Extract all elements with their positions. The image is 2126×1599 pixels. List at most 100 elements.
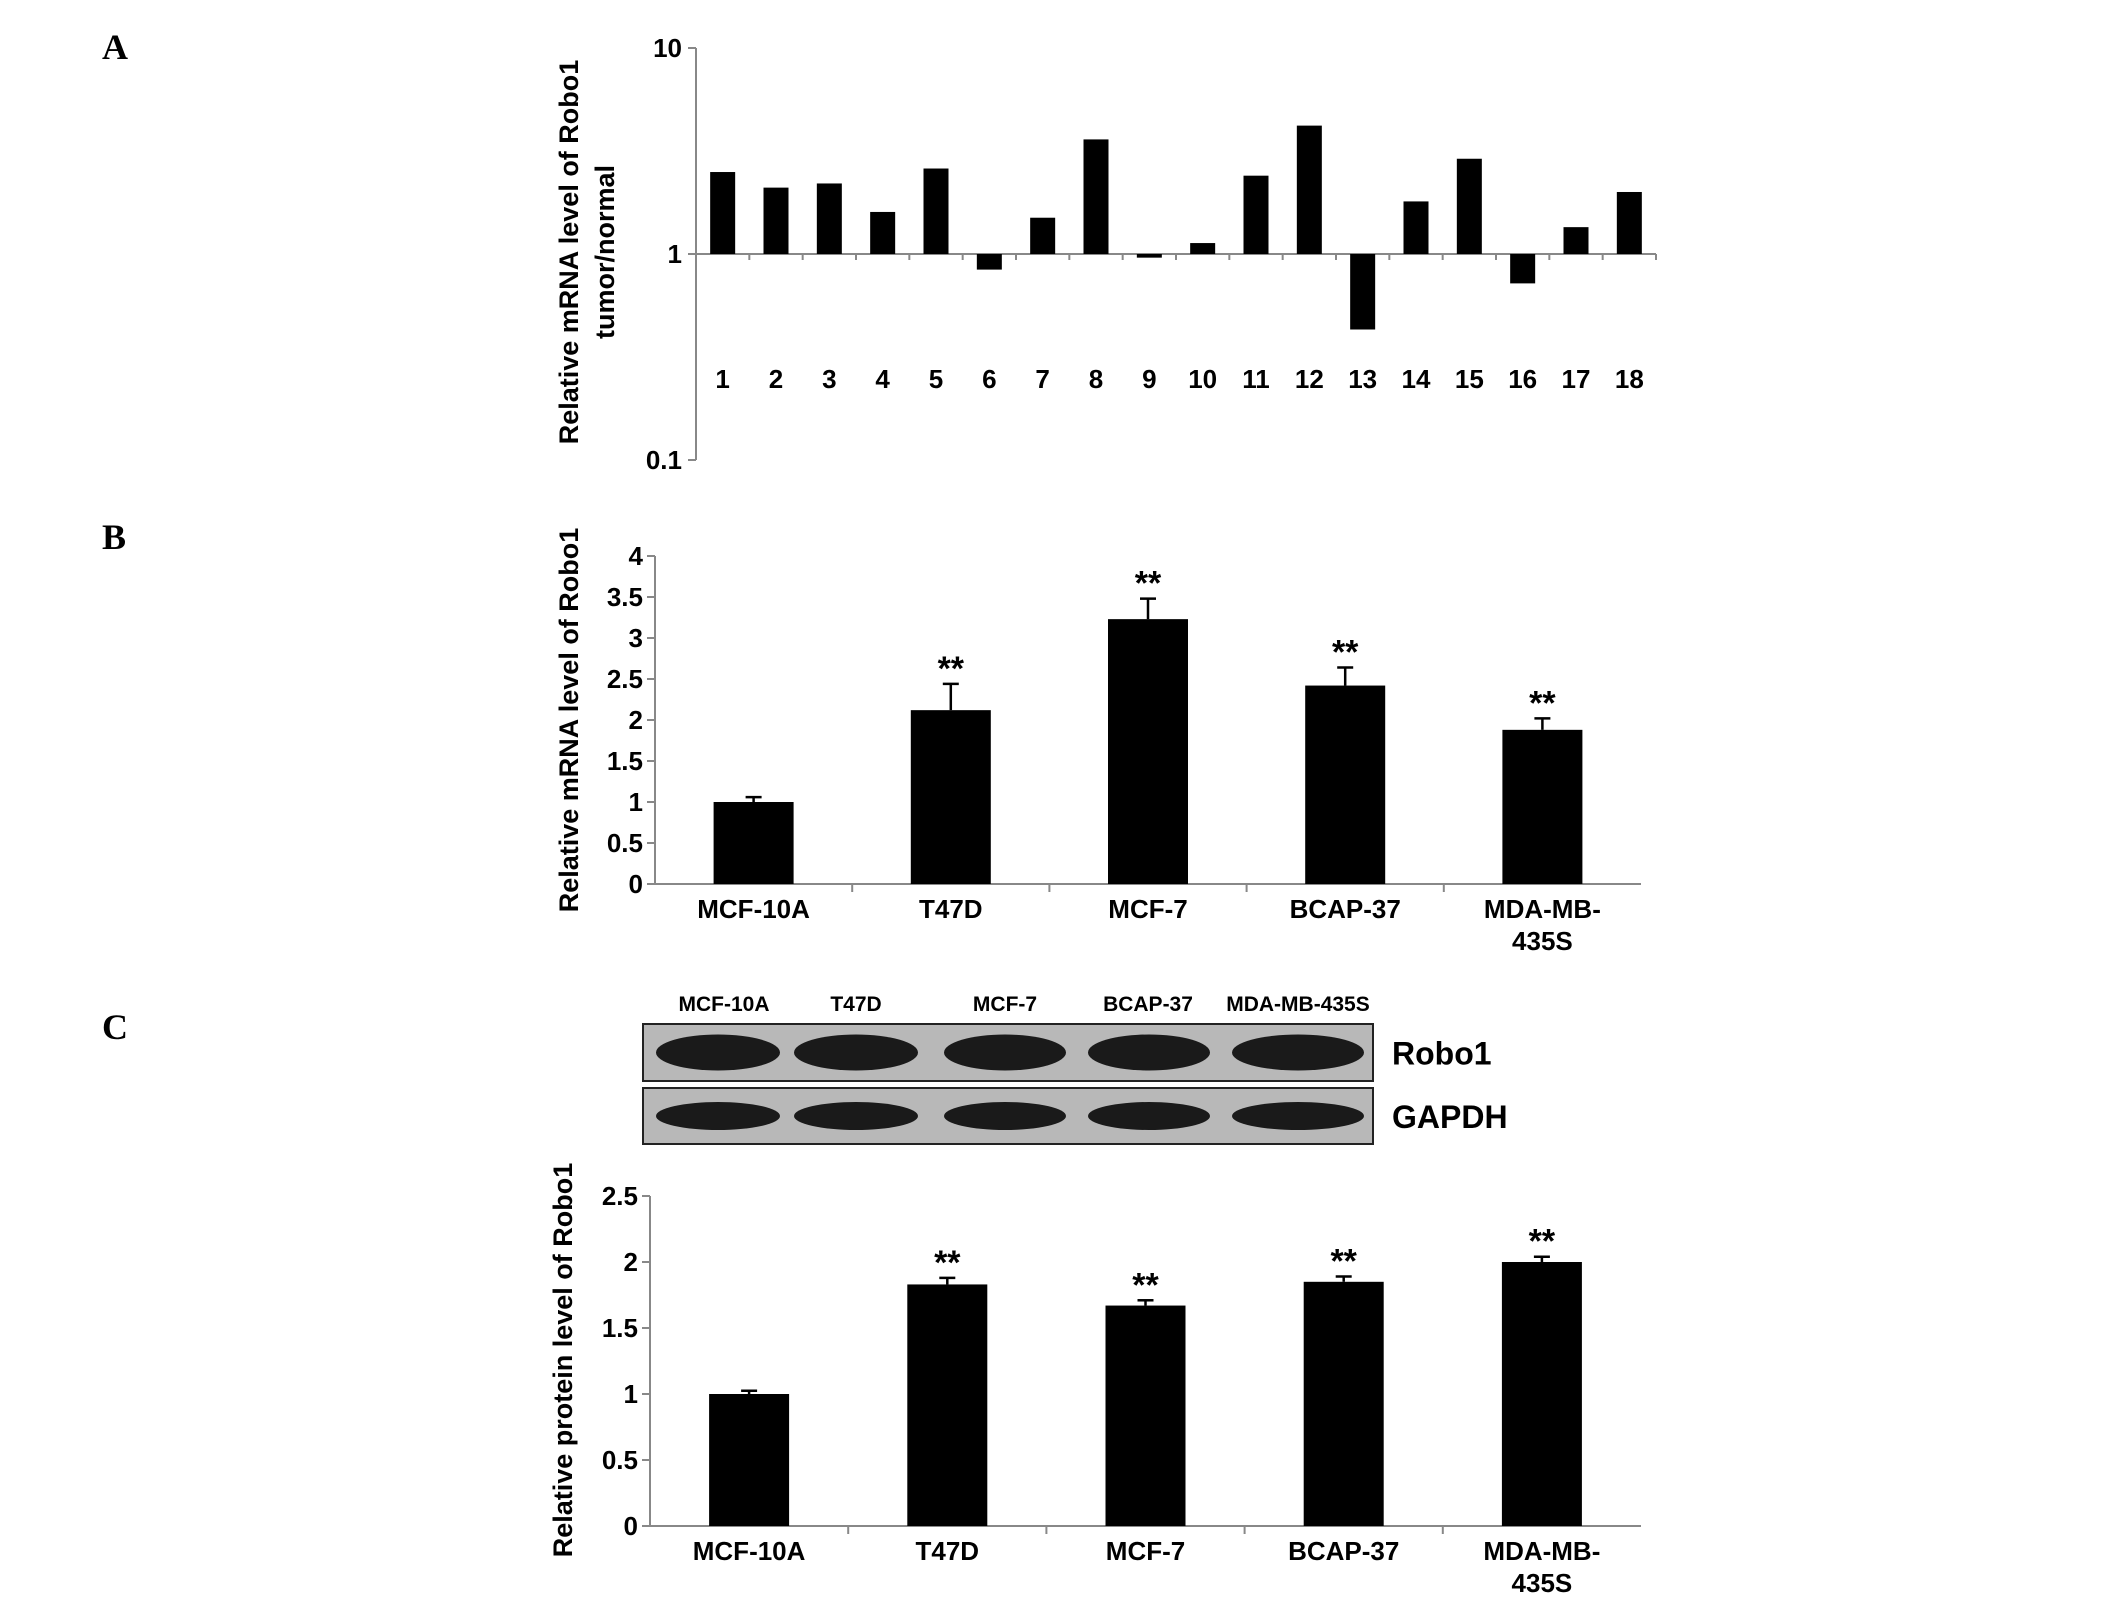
b-bar xyxy=(1108,619,1188,884)
a-x-tick-label: 3 xyxy=(822,364,836,394)
a-y-tick-label: 1 xyxy=(668,239,682,269)
a-x-tick-label: 11 xyxy=(1242,364,1270,394)
blot-row-label-gapdh: GAPDH xyxy=(1392,1099,1508,1135)
a-x-tick-label: 4 xyxy=(875,364,890,394)
a-bar xyxy=(816,183,842,254)
b-y-tick-label: 1.5 xyxy=(607,746,643,776)
a-bar xyxy=(870,211,896,254)
blot-lane-label: T47D xyxy=(830,993,881,1016)
a-bar xyxy=(763,187,789,254)
a-bar xyxy=(923,168,949,254)
blot-band xyxy=(1088,1102,1210,1130)
c-x-tick-label: MDA-MB- xyxy=(1483,1536,1600,1566)
b-y-tick-label: 2 xyxy=(629,705,643,735)
blot-lane-label: MCF-10A xyxy=(678,993,769,1016)
b-x-tick-label: T47D xyxy=(919,894,983,924)
a-y-axis-label: Relative mRNA level of Robo1 xyxy=(554,60,584,445)
a-bar xyxy=(1243,175,1269,254)
a-x-tick-label: 18 xyxy=(1615,364,1644,394)
blot-lane-label: MDA-MB-435S xyxy=(1226,993,1370,1016)
c-bar xyxy=(907,1284,988,1526)
b-bar xyxy=(910,710,991,884)
b-bar xyxy=(1305,685,1386,884)
a-bar xyxy=(1030,217,1056,254)
a-x-tick-label: 2 xyxy=(769,364,783,394)
c-bar xyxy=(1105,1305,1186,1526)
a-x-tick-label: 12 xyxy=(1295,364,1324,394)
a-y-tick-label: 10 xyxy=(653,33,682,63)
a-x-tick-label: 6 xyxy=(982,364,996,394)
blot-band xyxy=(944,1034,1066,1071)
blot-band xyxy=(944,1102,1066,1130)
b-y-tick-label: 2.5 xyxy=(607,664,643,694)
b-significance-label: ** xyxy=(1135,565,1162,603)
blot-band xyxy=(1088,1034,1210,1071)
a-bar xyxy=(976,254,1002,270)
a-x-tick-label: 16 xyxy=(1508,364,1537,394)
c-y-tick-label: 2 xyxy=(624,1247,638,1277)
b-significance-label: ** xyxy=(1332,634,1359,672)
c-significance-label: ** xyxy=(1330,1243,1357,1281)
c-x-tick-label: MCF-7 xyxy=(1106,1536,1185,1566)
b-significance-label: ** xyxy=(1529,684,1556,722)
blot-row-label-robo1: Robo1 xyxy=(1392,1036,1492,1072)
c-y-tick-label: 1 xyxy=(624,1379,638,1409)
b-bar xyxy=(1502,729,1583,884)
blot-lane-label: MCF-7 xyxy=(973,993,1037,1016)
a-bar xyxy=(1190,243,1216,254)
b-significance-label: ** xyxy=(938,650,965,688)
b-x-tick-label: MDA-MB- xyxy=(1484,894,1601,924)
b-x-tick-label: 435S xyxy=(1512,926,1573,956)
panel-letter-b: B xyxy=(102,517,127,557)
a-x-tick-label: 5 xyxy=(929,364,943,394)
a-bar xyxy=(710,172,736,254)
c-x-tick-label: BCAP-37 xyxy=(1288,1536,1399,1566)
a-bar xyxy=(1296,125,1322,254)
c-x-tick-label: MCF-10A xyxy=(693,1536,806,1566)
blot-band xyxy=(794,1102,918,1130)
a-x-tick-label: 9 xyxy=(1142,364,1156,394)
blot-band xyxy=(794,1034,918,1071)
b-y-tick-label: 0 xyxy=(629,869,643,899)
a-x-tick-label: 14 xyxy=(1402,364,1431,394)
c-significance-label: ** xyxy=(1132,1266,1159,1304)
a-x-tick-label: 15 xyxy=(1455,364,1484,394)
a-bar xyxy=(1563,227,1589,254)
a-bar xyxy=(1616,191,1642,254)
a-x-tick-label: 13 xyxy=(1348,364,1377,394)
a-x-tick-label: 1 xyxy=(715,364,729,394)
a-x-tick-label: 10 xyxy=(1188,364,1217,394)
panel-letter-c: C xyxy=(102,1007,128,1047)
c-y-tick-label: 2.5 xyxy=(602,1181,638,1211)
a-y-tick-label: 0.1 xyxy=(646,445,682,475)
a-bar xyxy=(1350,254,1376,330)
b-y-tick-label: 3.5 xyxy=(607,582,643,612)
c-y-tick-label: 1.5 xyxy=(602,1313,638,1343)
panel-letter-a: A xyxy=(102,27,128,67)
c-y-tick-label: 0 xyxy=(624,1511,638,1541)
a-y-axis-label-2: tumor/normal xyxy=(590,165,620,339)
b-y-tick-label: 3 xyxy=(629,623,643,653)
c-bar xyxy=(1501,1262,1582,1526)
a-bar xyxy=(1510,254,1536,284)
c-y-axis-label: Relative protein level of Robo1 xyxy=(548,1163,578,1558)
b-x-tick-label: MCF-7 xyxy=(1108,894,1187,924)
blot-lane-label: BCAP-37 xyxy=(1103,993,1193,1016)
b-y-tick-label: 4 xyxy=(629,541,644,571)
c-y-tick-label: 0.5 xyxy=(602,1445,638,1475)
blot-band xyxy=(656,1034,780,1071)
a-bar xyxy=(1403,201,1429,254)
c-significance-label: ** xyxy=(1529,1223,1556,1261)
c-significance-label: ** xyxy=(934,1244,961,1282)
c-bar xyxy=(709,1394,790,1526)
b-y-axis-label: Relative mRNA level of Robo1 xyxy=(554,528,584,913)
c-x-tick-label: 435S xyxy=(1512,1568,1573,1598)
blot-band xyxy=(1232,1102,1364,1130)
blot-band xyxy=(656,1102,780,1130)
blot-band xyxy=(1232,1034,1364,1071)
b-x-tick-label: BCAP-37 xyxy=(1290,894,1401,924)
a-bar xyxy=(1136,254,1162,258)
a-x-tick-label: 17 xyxy=(1562,364,1591,394)
a-x-tick-label: 8 xyxy=(1089,364,1103,394)
